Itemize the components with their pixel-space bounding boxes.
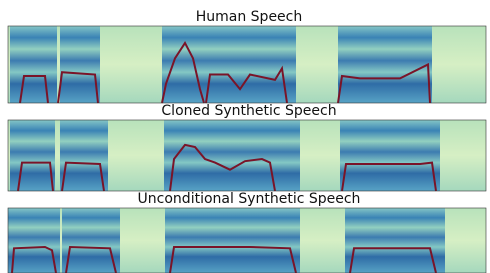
panel-title: Cloned Synthetic Speech (161, 103, 336, 119)
speech-region (164, 120, 300, 191)
speech-region (340, 120, 440, 191)
speech-region (60, 26, 100, 103)
speech-region (10, 26, 57, 103)
speech-region (165, 208, 300, 273)
speech-region (60, 120, 108, 191)
figure: Human Speech Cloned Synthetic Speech Unc… (0, 0, 490, 273)
speech-region (8, 208, 60, 273)
speech-region (338, 26, 432, 103)
speech-region (345, 208, 445, 273)
speech-region (62, 208, 120, 273)
speech-region (10, 120, 55, 191)
panel-title: Human Speech (196, 9, 303, 25)
panel-title: Unconditional Synthetic Speech (138, 191, 361, 207)
speech-region (162, 26, 296, 103)
